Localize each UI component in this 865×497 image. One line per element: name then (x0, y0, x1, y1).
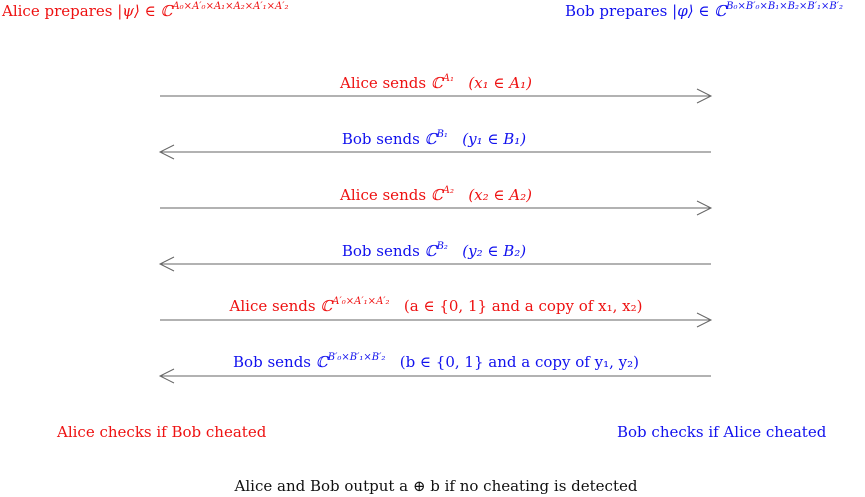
message-3-arrowhead (696, 200, 713, 216)
message-4-arrowhead (158, 256, 175, 272)
message-4-space: ℂ (424, 242, 437, 260)
message-6-arrowhead (158, 368, 175, 384)
message-2-note: (y₁ ∈ B₁) (462, 130, 527, 148)
message-1-arrowhead (696, 88, 713, 104)
message-3-label: Alice sends ℂA₂ (x₂ ∈ A₂) (340, 185, 532, 205)
message-5-note: (a ∈ {0, 1} and a copy of x₁, x₂) (403, 297, 643, 315)
alice-check-label: Alice checks if Bob cheated (57, 423, 267, 441)
arrow-group (158, 88, 713, 384)
message-3-space: ℂ (430, 186, 443, 204)
message-3-note: (x₂ ∈ A₂) (468, 186, 532, 204)
alice-prepares-text: Alice prepares (2, 2, 113, 20)
alice-state: |ψ⟩ ∈ ℂ (117, 2, 173, 20)
message-1-space: ℂ (430, 74, 443, 92)
message-5-arrowhead (696, 312, 713, 328)
message-5-label: Alice sends ℂA′₀×A′₁×A′₂ (a ∈ {0, 1} and… (229, 296, 643, 316)
message-1-label: Alice sends ℂA₁ (x₁ ∈ A₁) (340, 73, 532, 93)
message-2-label: Bob sends ℂB₁ (y₁ ∈ B₁) (341, 129, 527, 149)
message-4-text: Bob sends (341, 242, 420, 260)
message-1-text: Alice sends (340, 74, 427, 92)
alice-state-space: A₀×A′₀×A₁×A₂×A′₁×A′₂ (172, 1, 289, 12)
message-6-space: ℂ (315, 353, 328, 371)
bob-state: |φ⟩ ∈ ℂ (672, 2, 727, 20)
alice-prepares-label: Alice prepares |ψ⟩ ∈ ℂA₀×A′₀×A₁×A₂×A′₁×A… (2, 1, 289, 21)
message-6-text: Bob sends (233, 353, 312, 371)
bob-check-label: Bob checks if Alice cheated (617, 423, 827, 441)
message-6-note: (b ∈ {0, 1} and a copy of y₁, y₂) (399, 353, 639, 371)
bob-state-space: B₀×B′₀×B₁×B₂×B′₁×B′₂ (726, 1, 844, 12)
message-5-space: ℂ (320, 297, 333, 315)
message-5-text: Alice sends (229, 297, 316, 315)
bob-prepares-text: Bob prepares (565, 2, 668, 20)
message-2-space: ℂ (424, 130, 437, 148)
message-6-superscript: B′₀×B′₁×B′₂ (327, 352, 386, 363)
message-4-note: (y₂ ∈ B₂) (462, 242, 527, 260)
message-6-label: Bob sends ℂB′₀×B′₁×B′₂ (b ∈ {0, 1} and a… (233, 352, 639, 372)
message-2-text: Bob sends (341, 130, 420, 148)
message-5-superscript: A′₀×A′₁×A′₂ (332, 296, 390, 307)
message-3-text: Alice sends (340, 186, 427, 204)
message-1-superscript: A₁ (442, 73, 454, 84)
message-2-arrowhead (158, 144, 175, 160)
message-4-label: Bob sends ℂB₂ (y₂ ∈ B₂) (341, 241, 527, 261)
output-statement: Alice and Bob output a ⊕ b if no cheatin… (234, 477, 638, 495)
message-4-superscript: B₂ (436, 241, 448, 252)
message-2-superscript: B₁ (436, 129, 448, 140)
bob-prepares-label: Bob prepares |φ⟩ ∈ ℂB₀×B′₀×B₁×B₂×B′₁×B′₂ (565, 1, 844, 21)
message-1-note: (x₁ ∈ A₁) (468, 74, 532, 92)
message-3-superscript: A₂ (442, 185, 454, 196)
